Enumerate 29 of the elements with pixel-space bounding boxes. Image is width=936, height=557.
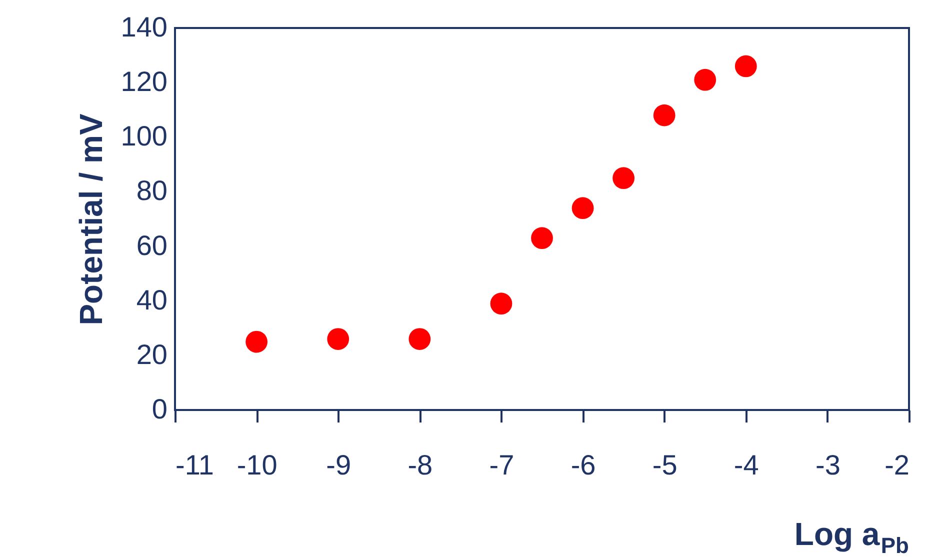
y-tick-label: 0 [152,394,168,424]
y-tick-label: 80 [136,175,168,206]
y-tick-label: 20 [136,338,168,370]
point [612,167,635,190]
point [734,55,757,78]
x-tick-label: -3 [815,450,840,480]
x-tick-label: -9 [326,450,352,480]
point [408,328,431,350]
point [490,292,512,315]
point [694,68,716,91]
y-tick-label: 140 [120,12,168,42]
point [572,197,594,220]
x-tick-label: -5 [652,450,678,480]
point [531,227,553,250]
y-tick-label: 100 [120,120,168,152]
y-tick-label: 60 [136,230,168,261]
x-tick-label: -10 [236,450,278,480]
x-tick-label: -4 [734,450,759,480]
y-tick-label: 40 [136,284,168,316]
y-tick-label: 120 [120,66,168,98]
x-tick-label: -8 [408,450,433,480]
x-tick-label: -7 [489,450,514,480]
point [327,328,350,350]
point [246,330,268,353]
y-axis-title: Potential / mV [72,113,109,326]
point [653,104,676,126]
x-tick-label: -6 [570,450,596,480]
x-tick-label: -2 [884,450,910,480]
x-tick-label: -11 [176,450,214,480]
